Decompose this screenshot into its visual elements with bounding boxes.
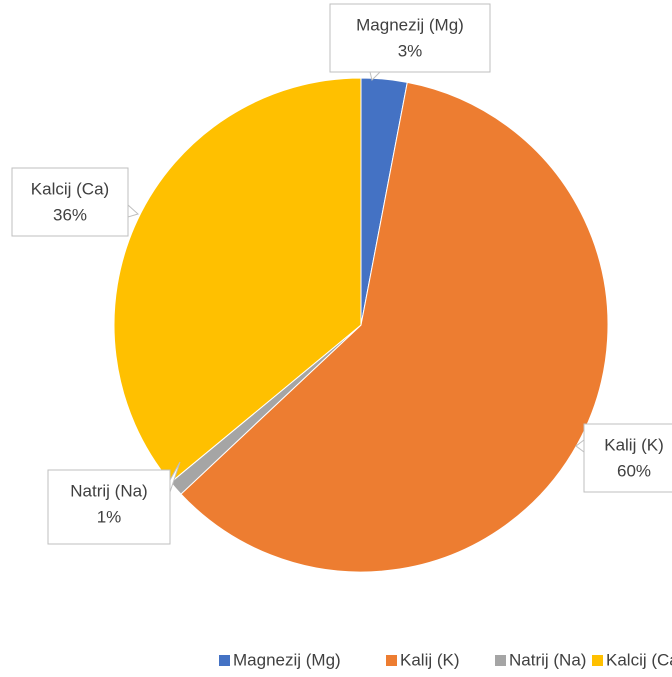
- legend-swatch: [386, 655, 397, 666]
- label-pointer: [575, 439, 585, 453]
- data-label-name: Natrij (Na): [70, 481, 147, 500]
- label-pointer: [169, 461, 181, 493]
- data-label-name: Magnezij (Mg): [356, 15, 464, 34]
- data-label-value: 60%: [617, 461, 651, 480]
- data-label-name: Kalcij (Ca): [31, 179, 109, 198]
- legend-label: Kalij (K): [400, 650, 460, 669]
- data-label-value: 36%: [53, 205, 87, 224]
- label-box: [329, 3, 491, 73]
- legend-label: Magnezij (Mg): [233, 650, 341, 669]
- pie-slice: [113, 77, 362, 484]
- data-label-value: 1%: [97, 507, 122, 526]
- label-pointer: [369, 71, 382, 81]
- label-box: [583, 423, 672, 493]
- pie-slice: [180, 81, 609, 573]
- data-label-value: 3%: [398, 41, 423, 60]
- label-pointer: [127, 203, 139, 218]
- label-box: [47, 469, 171, 545]
- legend-swatch: [495, 655, 506, 666]
- data-label-name: Kalij (K): [604, 435, 664, 454]
- legend-swatch: [592, 655, 603, 666]
- legend-label: Kalcij (Ca): [606, 650, 672, 669]
- legend-swatch: [219, 655, 230, 666]
- label-box: [11, 167, 129, 237]
- legend-label: Natrij (Na): [509, 650, 586, 669]
